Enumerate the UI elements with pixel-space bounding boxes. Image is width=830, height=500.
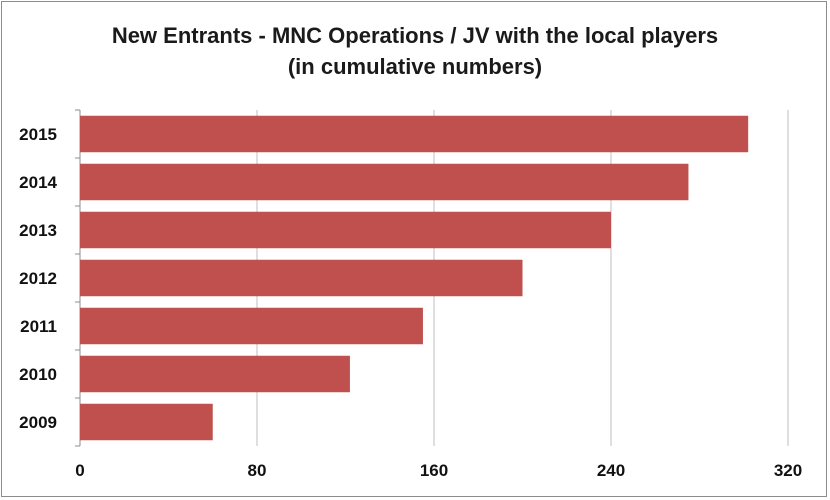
bar-2015 <box>80 115 749 153</box>
bar-2009 <box>80 403 213 441</box>
x-tick-label: 160 <box>420 461 448 480</box>
bar-2011 <box>80 307 423 345</box>
x-tick-label: 0 <box>75 461 84 480</box>
bar-2014 <box>80 163 689 201</box>
bar-2013 <box>80 211 611 249</box>
x-tick-label: 320 <box>774 461 802 480</box>
bar-2012 <box>80 259 523 297</box>
y-tick-label: 2012 <box>19 269 57 288</box>
y-tick-label: 2013 <box>19 221 57 240</box>
bar-2010 <box>80 355 350 393</box>
chart-subtitle: (in cumulative numbers) <box>287 54 543 79</box>
y-tick-label: 2015 <box>19 125 57 144</box>
y-tick-label: 2014 <box>19 173 57 192</box>
x-tick-label: 240 <box>597 461 625 480</box>
y-tick-label: 2009 <box>19 413 57 432</box>
y-tick-label: 2010 <box>19 365 57 384</box>
y-tick-label: 2011 <box>20 317 57 336</box>
chart-title-block: New Entrants - MNC Operations / JV with … <box>0 20 830 82</box>
x-tick-label: 80 <box>248 461 267 480</box>
chart-title: New Entrants - MNC Operations / JV with … <box>111 23 719 48</box>
